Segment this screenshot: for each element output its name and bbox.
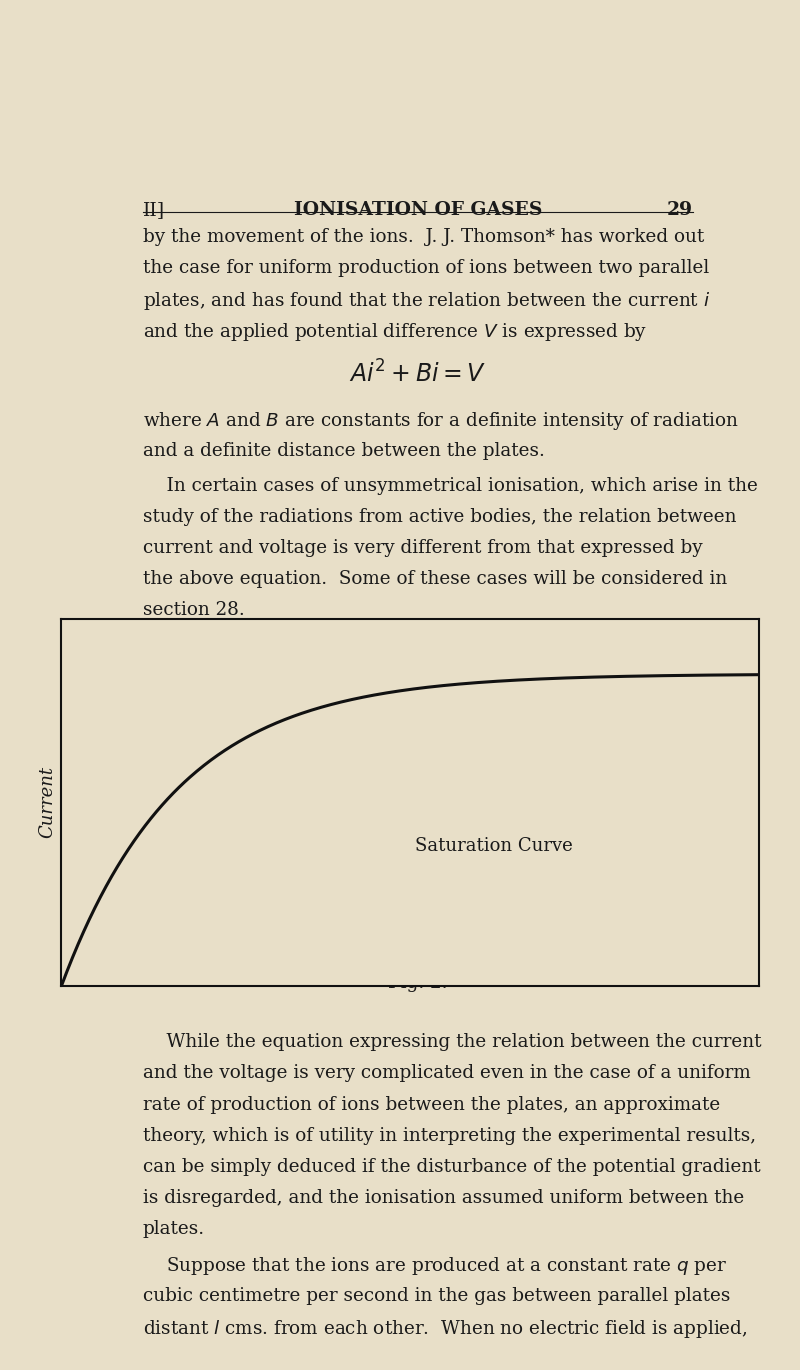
Text: plates.: plates. — [142, 1221, 205, 1238]
Text: theory, which is of utility in interpreting the experimental results,: theory, which is of utility in interpret… — [142, 1126, 756, 1145]
Text: and a definite distance between the plates.: and a definite distance between the plat… — [142, 441, 545, 459]
Text: Fig. 2.: Fig. 2. — [388, 974, 447, 992]
Text: 29: 29 — [667, 201, 693, 219]
Text: can be simply deduced if the disturbance of the potential gradient: can be simply deduced if the disturbance… — [142, 1158, 760, 1175]
Text: rate of production of ions between the plates, an approximate: rate of production of ions between the p… — [142, 1096, 720, 1114]
Text: IONISATION OF GASES: IONISATION OF GASES — [294, 201, 542, 219]
Text: Suppose that the ions are produced at a constant rate $q$ per: Suppose that the ions are produced at a … — [142, 1255, 726, 1277]
Text: Volts: Volts — [395, 947, 440, 964]
Text: Saturation Curve: Saturation Curve — [414, 837, 573, 855]
Text: is disregarded, and the ionisation assumed uniform between the: is disregarded, and the ionisation assum… — [142, 1189, 744, 1207]
Text: While the equation expressing the relation between the current: While the equation expressing the relati… — [142, 1033, 761, 1051]
Text: cubic centimetre per second in the gas between parallel plates: cubic centimetre per second in the gas b… — [142, 1286, 730, 1304]
Text: In certain cases of unsymmetrical ionisation, which arise in the: In certain cases of unsymmetrical ionisa… — [142, 477, 758, 495]
Text: $Ai^2 + Bi = V$: $Ai^2 + Bi = V$ — [349, 360, 486, 388]
Text: II]: II] — [142, 201, 165, 219]
Text: by the movement of the ions.  J. J. Thomson* has worked out: by the movement of the ions. J. J. Thoms… — [142, 227, 704, 245]
Text: and the voltage is very complicated even in the case of a uniform: and the voltage is very complicated even… — [142, 1064, 750, 1082]
Text: section 28.: section 28. — [142, 601, 244, 619]
Text: distant $l$ cms. from each other.  When no electric field is applied,: distant $l$ cms. from each other. When n… — [142, 1318, 747, 1340]
Text: and the applied potential difference $V$ is expressed by: and the applied potential difference $V$… — [142, 321, 647, 342]
Text: the case for uniform production of ions between two parallel: the case for uniform production of ions … — [142, 259, 709, 277]
Y-axis label: Current: Current — [38, 766, 56, 838]
Text: study of the radiations from active bodies, the relation between: study of the radiations from active bodi… — [142, 508, 736, 526]
Text: plates, and has found that the relation between the current $i$: plates, and has found that the relation … — [142, 290, 710, 312]
Text: the above equation.  Some of these cases will be considered in: the above equation. Some of these cases … — [142, 570, 727, 588]
Text: where $A$ and $B$ are constants for a definite intensity of radiation: where $A$ and $B$ are constants for a de… — [142, 411, 738, 433]
Text: current and voltage is very different from that expressed by: current and voltage is very different fr… — [142, 540, 702, 558]
